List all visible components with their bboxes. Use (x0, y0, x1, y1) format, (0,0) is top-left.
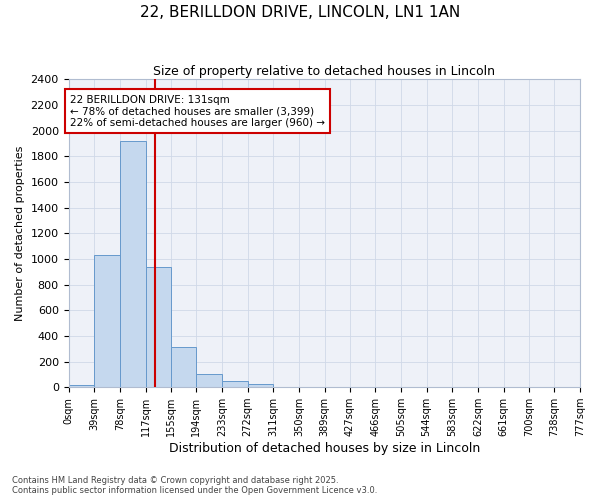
Bar (146, 267, 170, 387)
Y-axis label: Number of detached properties: Number of detached properties (15, 146, 25, 321)
Bar (120, 141, 146, 387)
Text: 22, BERILLDON DRIVE, LINCOLN, LN1 1AN: 22, BERILLDON DRIVE, LINCOLN, LN1 1AN (140, 5, 460, 20)
X-axis label: Distribution of detached houses by size in Lincoln: Distribution of detached houses by size … (169, 442, 480, 455)
Text: Contains HM Land Registry data © Crown copyright and database right 2025.
Contai: Contains HM Land Registry data © Crown c… (12, 476, 377, 495)
Text: 22 BERILLDON DRIVE: 131sqm
← 78% of detached houses are smaller (3,399)
22% of s: 22 BERILLDON DRIVE: 131sqm ← 78% of deta… (70, 94, 325, 128)
Bar (68, 384, 94, 387)
Bar (196, 374, 222, 387)
Bar (222, 381, 248, 387)
Title: Size of property relative to detached houses in Lincoln: Size of property relative to detached ho… (153, 65, 495, 78)
Bar (94, 255, 120, 387)
Bar (248, 384, 273, 387)
Bar (170, 347, 196, 387)
